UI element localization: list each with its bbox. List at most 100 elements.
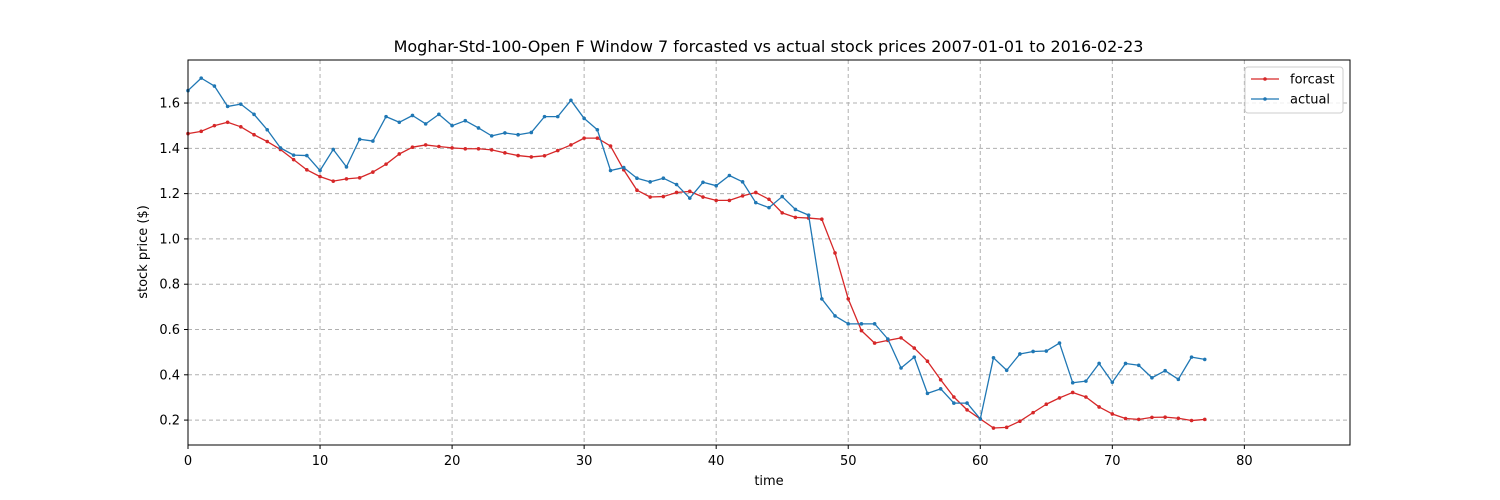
data-point-actual [886,337,890,341]
data-point-actual [674,182,679,187]
y-tick-label: 1.6 [159,97,180,112]
data-point-forcast [1202,417,1207,422]
data-point-actual [793,207,798,212]
y-tick-label: 0.8 [159,278,180,293]
data-point-actual [661,176,666,181]
data-point-actual [1084,379,1088,383]
data-point-actual [1018,352,1022,356]
data-point-forcast [252,132,256,137]
data-point-forcast [582,136,586,140]
data-point-forcast [608,144,613,148]
data-point-forcast [516,153,520,158]
data-point-forcast [965,408,969,412]
data-point-actual [806,213,811,217]
data-point-actual [820,297,824,301]
data-point-forcast [1163,415,1167,419]
data-point-actual [1110,380,1115,385]
x-tick-label: 20 [444,454,461,469]
data-point-forcast [305,168,309,172]
data-point-forcast [239,125,243,129]
data-point-forcast [1070,390,1075,395]
chart-title: Moghar-Std-100-Open F Window 7 forcasted… [394,37,1144,56]
data-point-forcast [476,146,481,151]
legend-label-forcast: forcast [1290,73,1335,88]
data-point-actual [635,176,639,181]
data-point-forcast [331,179,336,183]
x-axis-label: time [754,474,783,489]
data-point-actual [621,165,626,170]
data-point-forcast [371,170,375,174]
data-point-forcast [740,194,745,198]
y-tick-label: 1.4 [159,142,180,157]
data-point-forcast [212,123,217,128]
data-point-forcast [1189,418,1194,423]
y-tick-label: 0.6 [159,323,180,338]
data-point-forcast [1123,416,1128,421]
series-line-actual [187,77,1205,420]
data-point-actual [846,322,851,326]
x-tick-label: 60 [972,454,989,469]
data-point-actual [503,131,507,135]
data-point-actual [252,112,256,117]
data-point-forcast [503,151,507,155]
data-point-actual [384,114,388,119]
data-point-actual [1097,361,1101,366]
data-point-actual [344,165,349,169]
y-tick-label: 1.0 [159,232,180,247]
data-point-forcast [952,395,956,399]
data-point-forcast [833,251,837,255]
x-tick-label: 40 [708,454,725,469]
data-point-actual [318,168,322,173]
data-point-actual [476,126,481,130]
data-point-forcast [410,145,415,149]
data-point-forcast [1110,412,1115,416]
legend: forcast actual [1244,66,1344,114]
x-tick-label: 80 [1236,454,1253,469]
data-point-actual [1123,361,1128,366]
data-point-forcast [938,377,943,382]
data-point-actual [1136,363,1141,368]
data-point-actual [608,168,613,173]
series-actual [186,76,1207,421]
data-point-forcast [820,217,824,222]
y-tick-label: 1.2 [159,187,180,202]
data-point-actual [278,146,283,150]
data-point-actual [239,102,243,106]
data-point-actual [872,322,877,326]
data-point-actual [529,130,534,135]
data-point-forcast [1018,419,1022,424]
data-point-forcast [225,120,230,125]
data-point-actual [952,401,956,405]
data-point-actual [582,116,586,121]
data-point-forcast [423,143,428,147]
data-point-forcast [753,190,758,195]
data-point-actual [569,98,573,103]
grid-lines [187,60,1350,445]
data-point-actual [212,84,217,88]
data-point-forcast [542,153,547,158]
data-point-actual [714,183,718,188]
data-point-forcast [1031,410,1035,415]
data-point-actual [542,114,547,119]
data-point-actual [199,76,204,80]
data-point-actual [1176,377,1181,382]
data-point-forcast [661,194,666,199]
x-axis: 0 10 20 30 40 50 60 70 80 [184,445,1253,469]
data-point-actual [516,132,520,137]
data-point-actual [912,355,917,359]
data-point-actual [965,401,969,405]
data-point-forcast [265,139,270,144]
data-point-actual [753,200,758,205]
data-point-actual [595,127,600,132]
legend-label-actual: actual [1290,93,1330,108]
data-point-forcast [489,148,494,152]
data-point-forcast [912,346,917,350]
data-point-forcast [687,189,692,194]
data-point-actual [555,114,560,119]
data-point-forcast [859,328,864,333]
data-point-actual [727,173,732,178]
data-point-actual [357,137,362,142]
data-point-forcast [899,336,903,340]
data-point-actual [1202,357,1207,362]
